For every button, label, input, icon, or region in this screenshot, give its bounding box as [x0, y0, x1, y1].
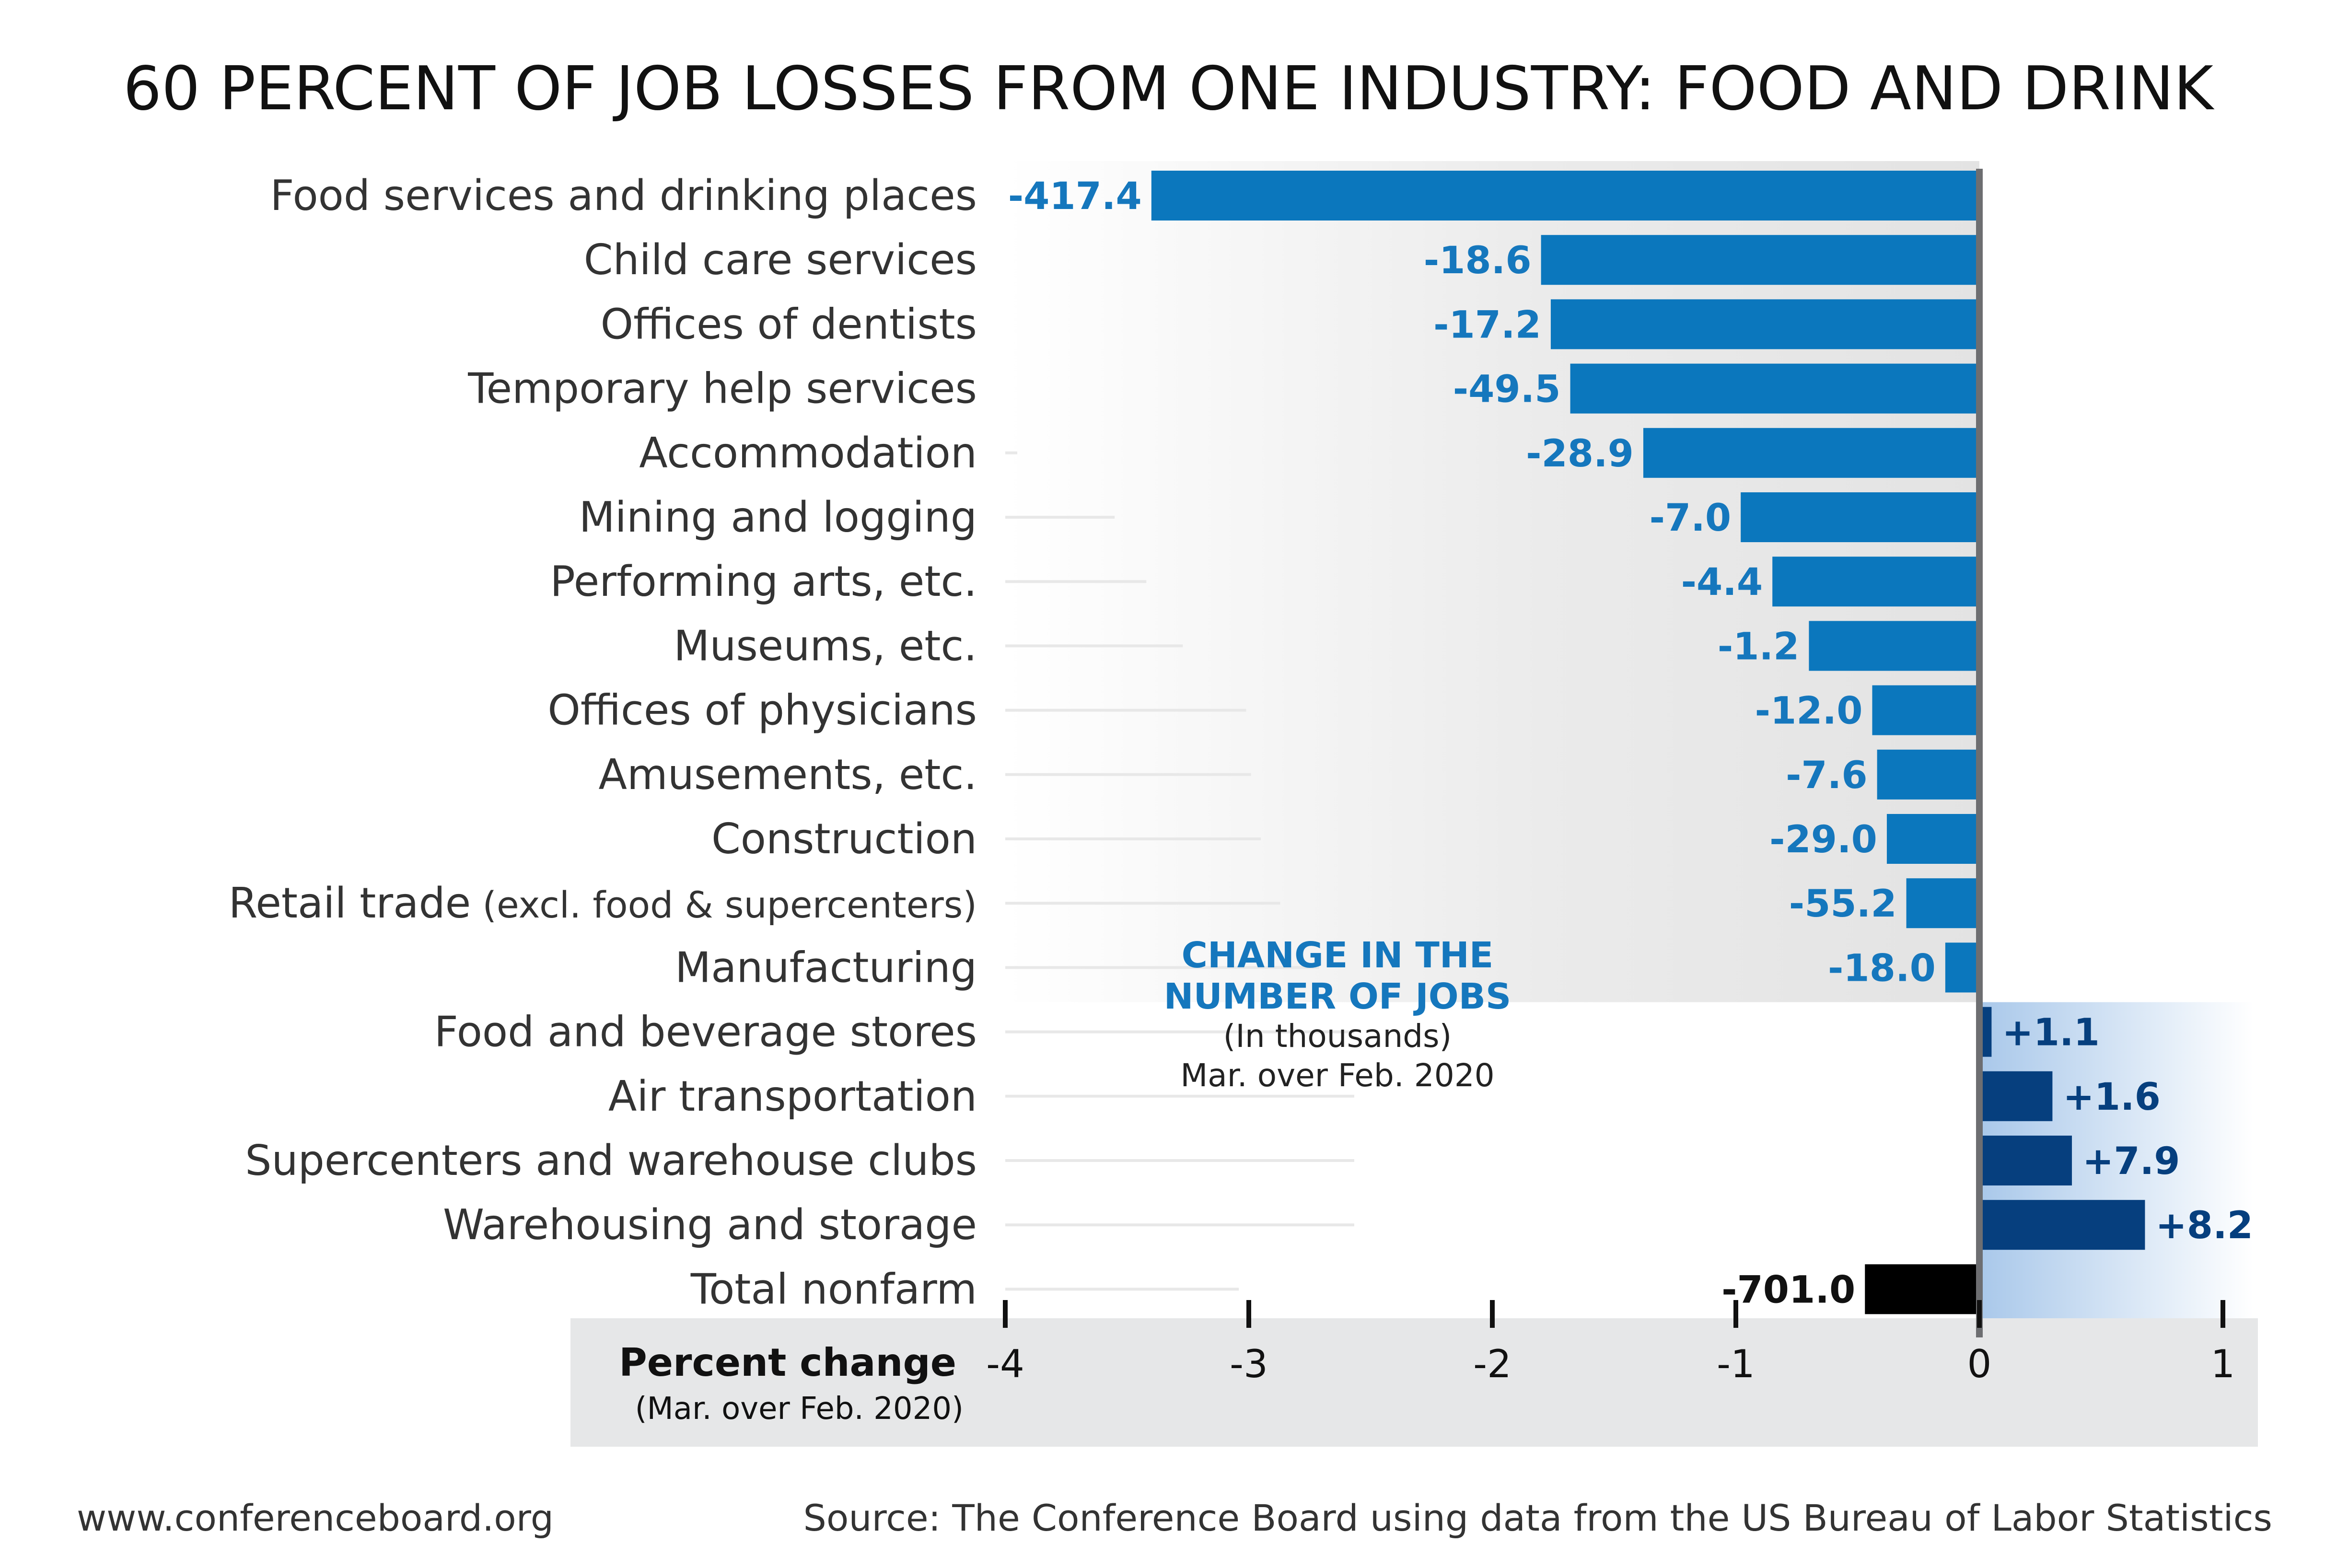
- category-label: Mining and logging: [579, 493, 977, 542]
- category-label: Museums, etc.: [674, 621, 977, 670]
- value-label: -18.6: [1424, 239, 1532, 282]
- x-axis-title: Percent change: [619, 1340, 956, 1385]
- bar: [1979, 1071, 2053, 1121]
- value-label: -12.0: [1755, 690, 1863, 733]
- bar: [1877, 749, 1979, 800]
- value-label: +1.1: [2002, 1011, 2100, 1055]
- category-label: Accommodation: [639, 429, 977, 477]
- axis-band: [570, 1318, 2258, 1447]
- category-label: Warehousing and storage: [443, 1200, 977, 1249]
- category-label: Performing arts, etc.: [550, 557, 977, 606]
- category-label: Retail trade (excl. food & supercenters): [229, 879, 977, 928]
- value-label: -7.6: [1786, 754, 1868, 797]
- value-label: -4.4: [1681, 561, 1763, 604]
- x-tick-label: -1: [1717, 1342, 1755, 1386]
- value-label: -701.0: [1721, 1268, 1855, 1312]
- category-label: Child care services: [584, 235, 977, 284]
- category-label: Offices of dentists: [601, 300, 977, 348]
- value-label: -417.4: [1008, 175, 1142, 218]
- value-label: +8.2: [2155, 1204, 2253, 1247]
- bar: [1550, 299, 1979, 349]
- bar: [1906, 878, 1979, 929]
- x-tick-label: -4: [986, 1342, 1024, 1386]
- bar: [1872, 685, 1979, 735]
- bar: [1741, 492, 1979, 542]
- value-label: +7.9: [2082, 1140, 2180, 1183]
- bar: [1865, 1264, 1979, 1314]
- value-label: -49.5: [1453, 368, 1561, 411]
- footer-url: www.conferenceboard.org: [77, 1497, 554, 1539]
- category-label: Offices of physicians: [547, 686, 977, 735]
- category-label: Construction: [711, 814, 977, 863]
- x-tick-label: 1: [2211, 1342, 2235, 1386]
- bar: [1541, 235, 1979, 285]
- x-axis-subtitle: (Mar. over Feb. 2020): [635, 1391, 964, 1427]
- value-label: -29.0: [1769, 818, 1877, 861]
- x-tick-label: -2: [1473, 1342, 1511, 1386]
- bar: [1151, 171, 1979, 221]
- category-label: Amusements, etc.: [598, 750, 977, 799]
- footer-source: Source: The Conference Board using data …: [803, 1497, 2272, 1539]
- annotation-line-4: Mar. over Feb. 2020: [1180, 1057, 1494, 1094]
- bar: [1979, 1200, 2145, 1250]
- category-label: Air transportation: [608, 1072, 977, 1121]
- value-label: -1.2: [1718, 625, 1800, 668]
- category-label: Manufacturing: [675, 943, 977, 992]
- bar: [1570, 363, 1979, 414]
- bar: [1809, 621, 1979, 671]
- bar: [1643, 428, 1979, 478]
- bar: [1772, 557, 1979, 607]
- bar: [1979, 1136, 2072, 1185]
- annotation-line-2: NUMBER OF JOBS: [1164, 976, 1511, 1017]
- category-label: Food services and drinking places: [270, 171, 977, 220]
- category-label: Supercenters and warehouse clubs: [245, 1136, 977, 1185]
- chart-title: 60 PERCENT OF JOB LOSSES FROM ONE INDUST…: [123, 53, 2215, 124]
- category-label: Total nonfarm: [690, 1265, 977, 1313]
- bar: [1945, 942, 1979, 993]
- x-tick-label: 0: [1967, 1342, 1992, 1386]
- category-label: Food and beverage stores: [434, 1008, 977, 1057]
- value-label: -28.9: [1526, 432, 1634, 476]
- bar: [1886, 814, 1979, 864]
- x-tick-label: -3: [1230, 1342, 1268, 1386]
- value-label: -18.0: [1828, 947, 1936, 990]
- value-label: +1.6: [2063, 1076, 2161, 1119]
- value-label: -7.0: [1650, 497, 1732, 540]
- annotation-line-3: (In thousands): [1223, 1018, 1452, 1055]
- annotation-line-1: CHANGE IN THE: [1182, 935, 1494, 976]
- value-label: -55.2: [1789, 883, 1897, 926]
- category-label: Temporary help services: [467, 364, 977, 413]
- value-label: -17.2: [1433, 303, 1541, 347]
- annotation: CHANGE IN THE NUMBER OF JOBS (In thousan…: [1164, 935, 1511, 1094]
